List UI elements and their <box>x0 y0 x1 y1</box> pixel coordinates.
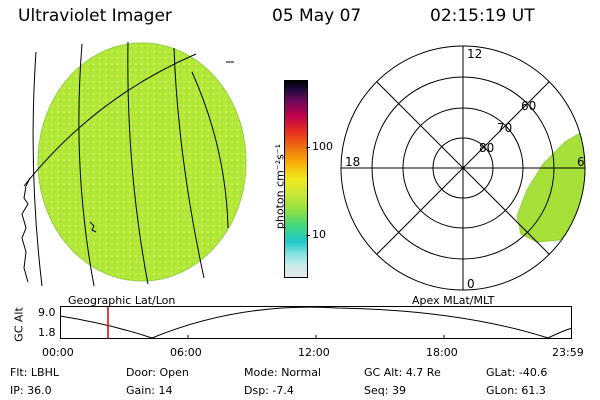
earth-disk <box>37 42 247 282</box>
footer-mode: Mode: Normal <box>244 366 321 379</box>
mlt-12-label: 12 <box>467 47 482 61</box>
meridian-line <box>191 71 229 229</box>
mlt-0-label: 0 <box>467 277 475 291</box>
apex-panel-label: Apex MLat/MLT <box>412 294 495 307</box>
altitude-ylabel: GC Alt <box>12 307 26 342</box>
altitude-curve <box>60 306 573 339</box>
polar-plot: 12 18 6 0 80 70 60 <box>340 45 586 291</box>
meridian-line <box>78 43 95 287</box>
colorbar-tick-10: 10 <box>312 228 326 241</box>
mlt-18-label: 18 <box>345 155 360 169</box>
altitude-ytick-bottom: 1.8 <box>38 326 56 339</box>
footer-gain: Gain: 14 <box>126 384 173 397</box>
footer-ip: IP: 36.0 <box>10 384 52 397</box>
coastline <box>89 221 97 233</box>
footer-glon: GLon: 61.3 <box>486 384 546 397</box>
altitude-ytick-top: 9.0 <box>38 306 56 319</box>
instrument-title: Ultraviolet Imager <box>18 6 172 26</box>
date-label: 05 May 07 <box>272 6 362 26</box>
lat-80-label: 80 <box>479 141 494 155</box>
mlt-6-label: 6 <box>577 155 585 169</box>
altitude-plot <box>60 306 573 339</box>
footer-flt: Flt: LBHL <box>10 366 59 379</box>
colorbar-tick-100: 100 <box>312 140 333 153</box>
geographic-panel-label: Geographic Lat/Lon <box>68 294 176 307</box>
meridian-line <box>32 51 43 287</box>
altitude-xtick: 00:00 <box>42 346 74 359</box>
footer-seq: Seq: 39 <box>364 384 406 397</box>
altitude-xtick: 18:00 <box>426 346 458 359</box>
lat-70-label: 70 <box>497 121 512 135</box>
auroral-oval <box>516 129 585 243</box>
altitude-xtick: 23:59 <box>552 346 584 359</box>
footer-dsp: Dsp: -7.4 <box>244 384 294 397</box>
lat-60-label: 60 <box>521 99 536 113</box>
footer-door: Door: Open <box>126 366 189 379</box>
coastline <box>21 177 31 283</box>
time-label: 02:15:19 UT <box>430 6 535 26</box>
altitude-xtick: 06:00 <box>170 346 202 359</box>
colorbar-unit-label: photon cm⁻²s⁻¹ <box>273 143 287 230</box>
colorbar <box>284 80 308 278</box>
footer-glat: GLat: -40.6 <box>486 366 548 379</box>
altitude-xtick: 12:00 <box>298 346 330 359</box>
meridian-line <box>173 47 205 279</box>
latitude-line <box>23 53 197 187</box>
footer-gc-alt: GC Alt: 4.7 Re <box>364 366 441 379</box>
geographic-image <box>21 41 247 287</box>
meridian-line <box>127 41 149 285</box>
